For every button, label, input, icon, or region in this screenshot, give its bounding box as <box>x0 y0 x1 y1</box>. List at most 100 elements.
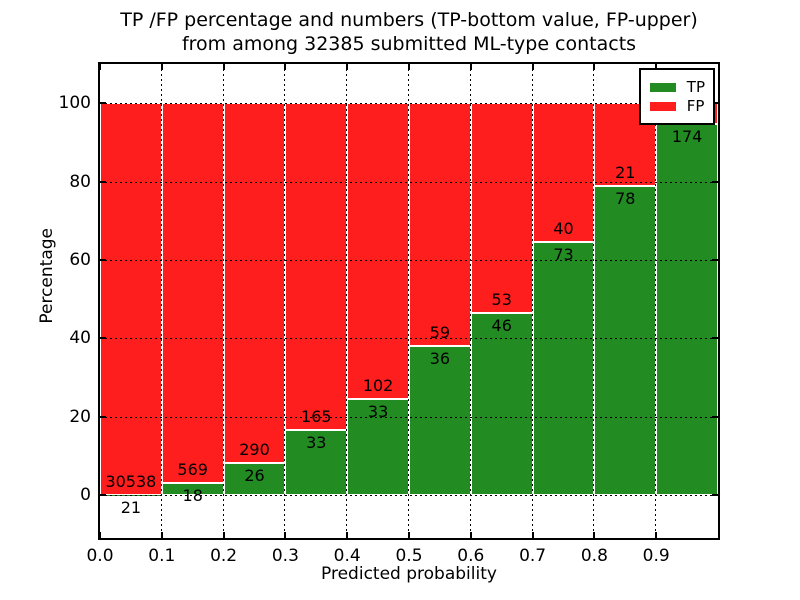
y-tick-mark <box>712 415 718 418</box>
bar-segment-fp <box>347 103 409 400</box>
bar-segment-tp <box>470 312 533 495</box>
fp-count-label: 30538 <box>105 471 157 491</box>
tp-count-label: 18 <box>182 485 203 505</box>
x-tick-mark <box>346 532 349 538</box>
y-tick-label: 20 <box>69 406 91 427</box>
x-tick-mark <box>593 64 596 70</box>
bar-segment-fp <box>470 103 533 313</box>
legend-label: FP <box>686 97 705 115</box>
vertical-gridline <box>655 64 657 538</box>
x-tick-mark <box>346 64 349 70</box>
horizontal-gridline <box>100 416 718 418</box>
x-tick-label: 0.1 <box>148 546 176 566</box>
x-tick-label: 0.5 <box>395 546 423 566</box>
x-tick-mark <box>531 532 534 538</box>
vertical-gridline <box>160 64 162 538</box>
y-tick-mark <box>712 493 718 496</box>
vertical-gridline <box>222 64 224 538</box>
x-tick-mark <box>469 64 472 70</box>
x-tick-mark <box>222 532 225 538</box>
x-tick-mark <box>99 64 101 70</box>
x-tick-label: 0.2 <box>210 546 238 566</box>
tp-count-label: 174 <box>671 127 703 147</box>
tp-count-label: 26 <box>244 465 265 485</box>
x-tick-mark <box>222 64 225 70</box>
y-axis-label: Percentage <box>37 228 57 324</box>
plot-inner: 30538 21 569 18 290 26 165 33 102 33 59 36 53 46 40 73 2… <box>59 64 718 566</box>
horizontal-gridline <box>100 494 718 496</box>
x-tick-label: 0.7 <box>519 546 547 566</box>
x-tick-mark <box>408 532 410 538</box>
y-tick-mark <box>100 180 106 183</box>
y-tick-mark <box>100 258 106 261</box>
bar-segment-fp <box>100 103 162 495</box>
bar-segment-fp <box>409 103 471 347</box>
x-tick-mark <box>531 64 534 70</box>
tp-count-label: 46 <box>491 315 512 335</box>
y-tick-mark <box>100 102 106 105</box>
x-tick-mark <box>408 64 410 70</box>
bar-segment-fp <box>223 103 286 463</box>
y-tick-label: 100 <box>58 93 91 114</box>
vertical-gridline <box>284 64 286 538</box>
fp-count-label: 53 <box>491 289 512 309</box>
x-tick-mark <box>593 532 596 538</box>
x-tick-mark <box>160 532 163 538</box>
vertical-gridline <box>408 64 409 538</box>
y-tick-mark <box>712 180 718 183</box>
y-tick-label: 0 <box>80 484 91 505</box>
tp-count-label: 36 <box>429 349 451 369</box>
fp-count-label: 40 <box>553 218 574 238</box>
legend-swatch-tp <box>649 82 676 92</box>
bar-segment-tp <box>656 124 718 495</box>
y-tick-label: 60 <box>69 249 91 270</box>
legend: TP FP <box>638 68 715 125</box>
horizontal-gridline <box>100 181 718 183</box>
vertical-gridline <box>593 64 595 538</box>
horizontal-gridline <box>100 103 718 105</box>
bar-segment-fp <box>285 103 348 430</box>
x-tick-mark <box>655 532 658 538</box>
y-tick-mark <box>100 493 106 496</box>
x-tick-label: 0.3 <box>271 546 299 566</box>
x-tick-label: 0.0 <box>86 546 114 566</box>
x-tick-mark <box>284 532 287 538</box>
bar-segment-tp <box>285 429 348 495</box>
tp-count-label: 78 <box>615 189 636 209</box>
horizontal-gridline <box>100 338 718 340</box>
vertical-gridline <box>469 64 471 538</box>
bar-segment-fp <box>161 103 224 483</box>
fp-count-label: 21 <box>615 163 636 183</box>
x-axis-label: Predicted probability <box>321 564 497 584</box>
x-tick-mark <box>655 64 658 70</box>
x-tick-label: 0.4 <box>333 546 361 566</box>
x-tick-label: 0.6 <box>457 546 485 566</box>
legend-label: TP <box>686 78 705 96</box>
tp-count-label: 73 <box>553 244 574 264</box>
legend-swatch-fp <box>649 101 676 111</box>
fp-count-label: 59 <box>429 323 451 343</box>
y-tick-mark <box>100 415 106 418</box>
x-tick-label: 0.9 <box>642 546 670 566</box>
y-tick-mark <box>712 258 718 261</box>
y-tick-mark <box>712 102 718 105</box>
bar-segment-tp <box>409 346 471 495</box>
x-tick-mark <box>99 532 101 538</box>
vertical-gridline <box>346 64 348 538</box>
chart-title-line2: from among 32385 submitted ML-type conta… <box>181 33 637 55</box>
fp-count-label: 569 <box>177 459 208 479</box>
vertical-gridline <box>531 64 533 538</box>
chart-title-line1: TP /FP percentage and numbers (TP-bottom… <box>120 9 698 31</box>
plot-area: 30538 21 569 18 290 26 165 33 102 33 59 36 53 46 40 73 2… <box>59 62 720 566</box>
x-tick-mark <box>284 64 287 70</box>
bar-segment-tp <box>347 399 409 495</box>
x-tick-mark <box>469 532 472 538</box>
horizontal-gridline <box>100 259 718 261</box>
x-tick-label: 0.8 <box>580 546 608 566</box>
fp-count-label: 290 <box>239 439 270 459</box>
y-tick-label: 80 <box>69 171 91 192</box>
legend-row: FP <box>649 97 705 115</box>
bar-segment-tp <box>532 241 595 495</box>
y-tick-mark <box>712 337 718 340</box>
